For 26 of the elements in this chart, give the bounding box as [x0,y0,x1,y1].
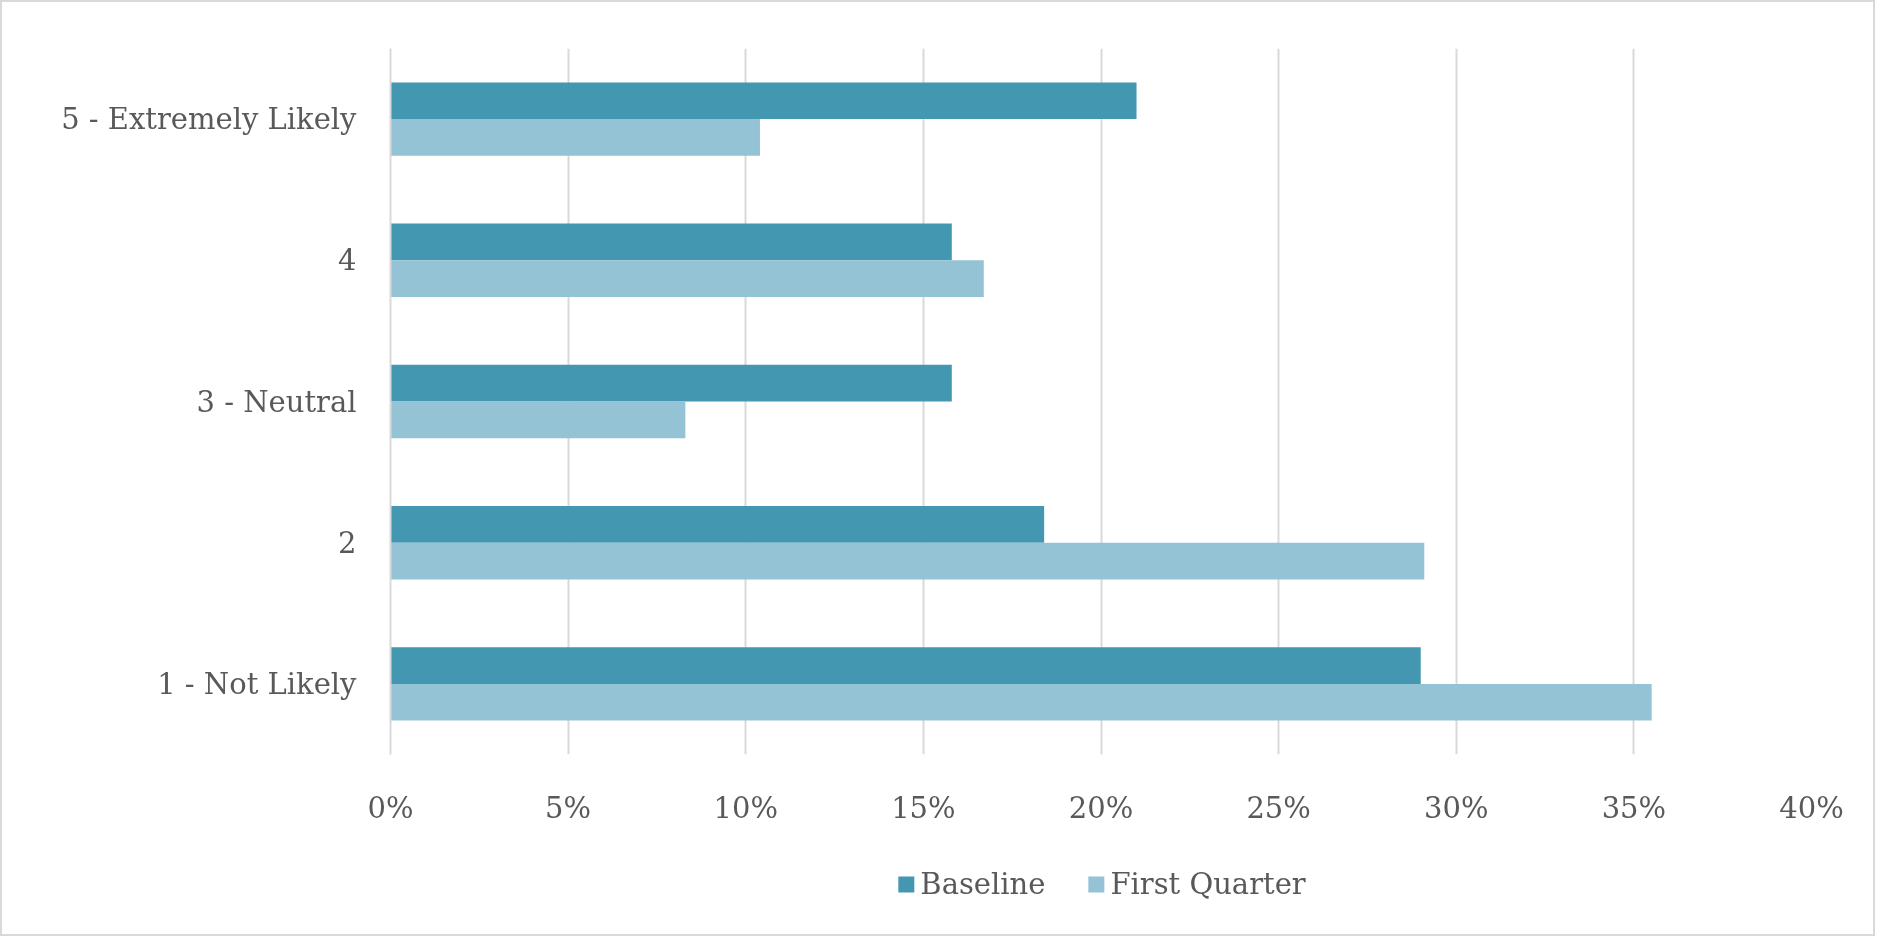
x-tick-label: 40% [1779,790,1844,825]
y-tick-label: 2 [338,525,357,560]
x-tick-label: 5% [545,790,592,825]
bar [390,223,952,261]
bar [390,364,952,402]
x-tick-label: 10% [713,790,778,825]
bar [390,119,760,156]
y-tick-label: 3 - Neutral [196,384,357,419]
bar [390,683,1652,721]
bar [390,505,1045,543]
x-tick-label: 25% [1246,790,1311,825]
x-tick-label: 0% [367,790,414,825]
bar [390,542,1425,580]
x-tick-label: 15% [891,790,956,825]
x-tick-label: 30% [1424,790,1489,825]
bar [390,647,1421,684]
y-tick-label: 1 - Not Likely [157,666,358,701]
x-tick-label: 20% [1068,790,1134,825]
legend-label: First Quarter [1110,867,1306,901]
y-tick-label: 5 - Extremely Likely [61,102,358,137]
legend-label: Baseline [920,867,1046,901]
bar [390,82,1137,120]
bar [390,260,984,298]
bar [390,401,686,439]
x-tick-label: 35% [1601,790,1667,825]
y-tick-label: 4 [338,243,357,278]
